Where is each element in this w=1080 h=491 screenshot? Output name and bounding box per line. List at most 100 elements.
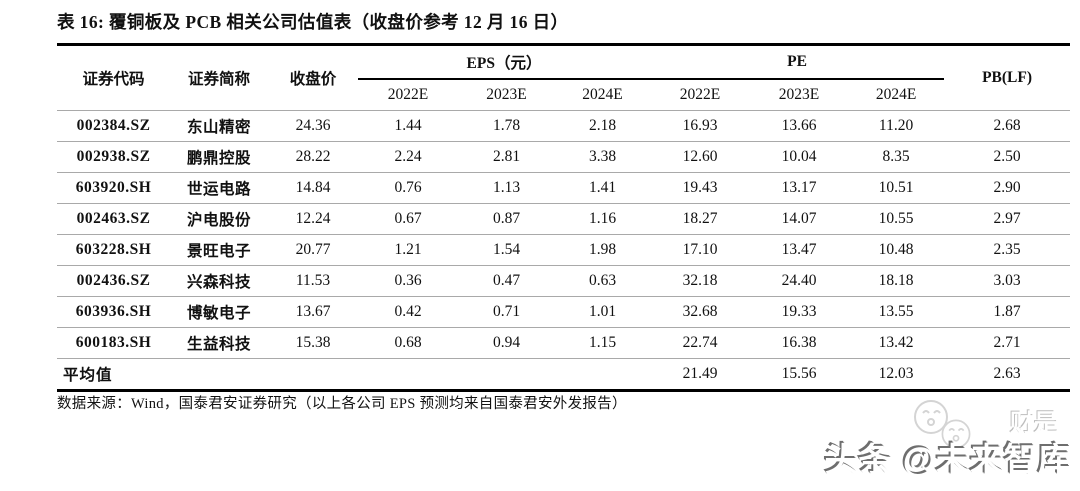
cell-pe: 10.04 xyxy=(750,141,849,173)
table-row: 002938.SZ 鹏鼎控股 28.22 2.24 2.81 3.38 12.60 10.04… xyxy=(57,141,1071,173)
cell-pb: 2.90 xyxy=(944,172,1071,204)
cell-name: 生益科技 xyxy=(170,327,268,359)
cell-name: 景旺电子 xyxy=(170,234,268,266)
cell-pe: 10.55 xyxy=(848,203,945,235)
cell-pe: 12.03 xyxy=(878,365,914,382)
cell-pb: 1.87 xyxy=(944,296,1071,328)
cell-eps: 0.47 xyxy=(458,265,555,297)
cell-pe: 18.18 xyxy=(848,265,945,297)
cell-price: 20.77 xyxy=(268,234,358,266)
cell-pe: 8.35 xyxy=(848,141,945,173)
cell-pe: 22.74 xyxy=(650,327,751,359)
cell-eps: 2.24 xyxy=(358,141,458,173)
cell-name: 沪电股份 xyxy=(170,203,268,235)
cell-eps: 3.38 xyxy=(555,141,651,173)
cell-name: 世运电路 xyxy=(170,172,268,204)
table-row: 平均值 21.49 15.56 12.03 2.63 xyxy=(57,359,1070,391)
cell-pe: 32.18 xyxy=(650,265,751,297)
cell-pe: 13.66 xyxy=(750,110,849,142)
table-row: 603920.SH 世运电路 14.84 0.76 1.13 1.41 19.43 13.17… xyxy=(57,172,1071,204)
cell-pb: 3.03 xyxy=(944,265,1071,297)
cell-eps: 2.81 xyxy=(458,141,555,173)
cell-eps: 2.18 xyxy=(555,110,651,142)
cell-pe: 17.10 xyxy=(650,234,751,266)
cell-pe: 14.07 xyxy=(750,203,849,235)
col-header-eps-2023e: 2023E xyxy=(458,79,555,111)
cell-pb: 2.35 xyxy=(944,234,1071,266)
cell-pe: 32.68 xyxy=(650,296,751,328)
cell-eps: 1.16 xyxy=(555,203,651,235)
cell-eps: 0.63 xyxy=(555,265,651,297)
cell-code: 600183.SH xyxy=(57,327,170,359)
cell-pe: 19.33 xyxy=(750,296,849,328)
cell-eps: 1.13 xyxy=(458,172,555,204)
cell-eps: 1.01 xyxy=(555,296,651,328)
cell-eps: 1.15 xyxy=(555,327,651,359)
cell-eps xyxy=(555,359,650,391)
cell-eps: 1.41 xyxy=(555,172,651,204)
col-header-price: 收盘价 xyxy=(268,44,358,111)
col-header-name: 证券简称 xyxy=(170,44,268,111)
cell-pe: 21.49 xyxy=(682,365,718,382)
cell-eps: 0.68 xyxy=(358,327,458,359)
cell-price: 12.24 xyxy=(268,203,358,235)
cell-code: 002436.SZ xyxy=(57,265,170,297)
header-year-row: 2022E 2023E 2024E 2022E 2023E 2024E xyxy=(57,79,1070,111)
cell-pe: 10.48 xyxy=(848,234,945,266)
table-row: 002384.SZ 东山精密 24.36 1.44 1.78 2.18 16.93 13.66… xyxy=(57,110,1071,142)
smiley-icon xyxy=(914,400,948,434)
cell-pe: 15.56 xyxy=(781,365,817,382)
cell-pe: 16.93 xyxy=(650,110,751,142)
cell-code: 002938.SZ xyxy=(57,141,170,173)
table-row: 600183.SH 生益科技 15.38 0.68 0.94 1.15 22.74 16.38… xyxy=(57,327,1071,359)
col-header-pe-2023e: 2023E xyxy=(750,79,849,111)
table-row: 002463.SZ 沪电股份 12.24 0.67 0.87 1.16 18.27 14.07… xyxy=(57,203,1071,235)
cell-pe: 16.38 xyxy=(750,327,849,359)
cell-eps: 0.42 xyxy=(358,296,458,328)
cell-pb: 2.50 xyxy=(944,141,1071,173)
table-title: 表 16: 覆铜板及 PCB 相关公司估值表（收盘价参考 12 月 16 日） xyxy=(57,12,569,32)
col-header-eps-2022e: 2022E xyxy=(358,79,458,111)
cell-eps: 1.44 xyxy=(358,110,458,142)
cell-eps: 1.78 xyxy=(458,110,555,142)
cell-name: 博敏电子 xyxy=(170,296,268,328)
cell-eps: 0.76 xyxy=(358,172,458,204)
cell-eps: 0.94 xyxy=(458,327,555,359)
cell-code: 603228.SH xyxy=(57,234,170,266)
cell-price: 14.84 xyxy=(268,172,358,204)
cell-pb: 2.71 xyxy=(944,327,1071,359)
valuation-table: 证券代码 证券简称 收盘价 EPS（元） PE PB(LF) 2022E 202… xyxy=(57,43,1071,392)
cell-pe: 13.55 xyxy=(848,296,945,328)
cell-name: 鹏鼎控股 xyxy=(170,141,268,173)
smiley-icon xyxy=(941,419,971,449)
cell-label: 平均值 xyxy=(63,367,113,384)
cell-eps xyxy=(458,359,555,391)
cell-pe: 13.42 xyxy=(848,327,945,359)
col-group-pe: PE xyxy=(650,44,945,80)
cell-pe: 13.17 xyxy=(750,172,849,204)
table-row: 002436.SZ 兴森科技 11.53 0.36 0.47 0.63 32.18 24.40… xyxy=(57,265,1071,297)
watermark: 财是 头条 @未来智库 xyxy=(811,395,1076,487)
col-header-pb: PB(LF) xyxy=(944,44,1071,111)
cell-pe: 13.47 xyxy=(750,234,849,266)
cell-eps: 0.71 xyxy=(458,296,555,328)
cell-eps: 0.36 xyxy=(358,265,458,297)
cell-name: 兴森科技 xyxy=(170,265,268,297)
table-body: 002384.SZ 东山精密 24.36 1.44 1.78 2.18 16.93 13.66… xyxy=(57,110,1071,391)
cell-name xyxy=(170,359,268,391)
cell-name: 东山精密 xyxy=(170,110,268,142)
cell-pe: 19.43 xyxy=(650,172,751,204)
cell-price: 13.67 xyxy=(268,296,358,328)
cell-code: 002463.SZ xyxy=(57,203,170,235)
cell-code: 603936.SH xyxy=(57,296,170,328)
cell-price xyxy=(268,359,358,391)
cell-pb: 2.97 xyxy=(944,203,1071,235)
cell-pe: 12.60 xyxy=(650,141,751,173)
cell-pe: 10.51 xyxy=(848,172,945,204)
header-group-row: 证券代码 证券简称 收盘价 EPS（元） PE PB(LF) xyxy=(57,44,1071,111)
cell-pe: 24.40 xyxy=(750,265,849,297)
cell-eps: 0.67 xyxy=(358,203,458,235)
table-row: 603228.SH 景旺电子 20.77 1.21 1.54 1.98 17.10 13.47… xyxy=(57,234,1071,266)
cell-price: 11.53 xyxy=(268,265,358,297)
